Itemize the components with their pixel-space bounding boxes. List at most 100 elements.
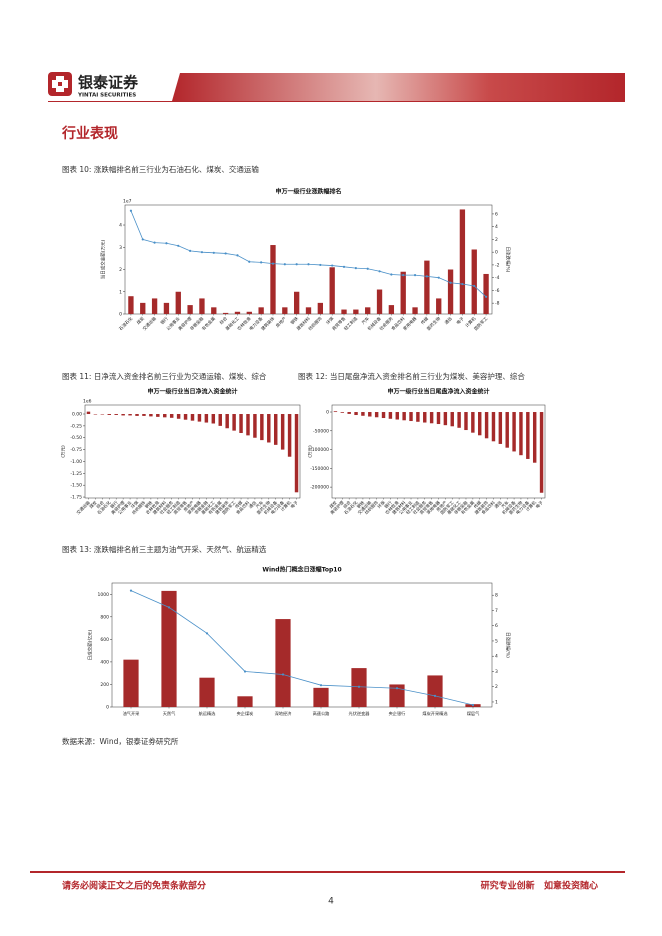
bar bbox=[436, 298, 442, 314]
y-tick-label: 400 bbox=[100, 659, 109, 665]
bar bbox=[199, 298, 205, 314]
bar bbox=[222, 312, 229, 314]
bar bbox=[483, 273, 489, 314]
section-title: 行业表现 bbox=[61, 125, 118, 142]
line-marker bbox=[295, 263, 298, 266]
bar bbox=[424, 260, 430, 314]
line-marker bbox=[390, 273, 393, 276]
x-tick-label: 综合 bbox=[95, 499, 106, 510]
line-marker bbox=[342, 265, 346, 268]
line-marker bbox=[319, 263, 322, 267]
bar bbox=[169, 414, 174, 418]
y-tick-label: 800 bbox=[100, 614, 109, 620]
x-tick-label: 天然气 bbox=[163, 710, 176, 717]
y2-tick-label: 4 bbox=[495, 654, 498, 660]
y-tick-label: -150000 bbox=[310, 466, 329, 472]
bar bbox=[526, 412, 530, 459]
bar bbox=[423, 412, 427, 423]
bar bbox=[114, 414, 118, 415]
line-marker bbox=[281, 673, 285, 676]
line-marker bbox=[224, 252, 227, 255]
chart-title: Wind热门概念日涨幅Top10 bbox=[262, 566, 341, 574]
bar bbox=[333, 411, 338, 413]
y2-tick-label: 4 bbox=[495, 224, 498, 230]
bar bbox=[211, 307, 217, 314]
bar bbox=[123, 659, 139, 707]
y2-tick-label: 0 bbox=[495, 250, 498, 256]
slogan: 研究专业创新 如意投资随心 bbox=[481, 880, 598, 892]
line-marker bbox=[473, 284, 476, 288]
x-tick-label: 航运精选 bbox=[199, 710, 217, 717]
bar bbox=[282, 307, 288, 314]
bar bbox=[204, 414, 209, 423]
bar bbox=[187, 305, 193, 314]
line-marker bbox=[307, 263, 310, 266]
bar bbox=[135, 414, 139, 416]
x-tick-label: 汽车 bbox=[254, 499, 265, 510]
plot-frame bbox=[111, 582, 493, 708]
bar bbox=[361, 412, 365, 416]
y2-axis-label: 日涨跌幅(%) bbox=[505, 632, 512, 658]
y-tick-label: 1000 bbox=[98, 592, 110, 598]
x-tick-label: 汽车 bbox=[360, 315, 371, 326]
x-tick-label: 传媒 bbox=[472, 499, 483, 510]
chart-title: 申万一级行业当日尾盘净流入资金统计 bbox=[387, 388, 489, 396]
line-marker bbox=[471, 703, 475, 707]
line-marker bbox=[425, 275, 428, 278]
line-marker bbox=[243, 670, 247, 673]
y-axis-label: (万元) bbox=[61, 445, 67, 458]
bar bbox=[505, 412, 509, 448]
line-marker bbox=[354, 267, 357, 270]
bar bbox=[498, 412, 503, 444]
bar bbox=[273, 414, 278, 445]
x-tick-label: 传媒 bbox=[233, 499, 244, 510]
y2-tick-label: 8 bbox=[495, 593, 498, 599]
bar bbox=[246, 311, 252, 314]
bar bbox=[86, 411, 91, 415]
x-tick-label: 电子 bbox=[534, 499, 544, 509]
line-marker bbox=[433, 694, 437, 697]
bar bbox=[211, 414, 216, 424]
x-tick-label: 深地经济 bbox=[275, 710, 293, 717]
y2-tick-label: -2 bbox=[495, 262, 500, 268]
line-marker bbox=[402, 274, 405, 277]
y2-tick-label: 6 bbox=[495, 623, 498, 629]
bar bbox=[368, 412, 372, 417]
x-tick-label: 银行 bbox=[159, 315, 170, 326]
x-tick-label: 环保 bbox=[376, 499, 387, 510]
x-tick-label: 环保 bbox=[324, 315, 335, 326]
bar bbox=[427, 675, 443, 707]
chart-title: 申万一级行业当日净流入资金统计 bbox=[147, 388, 237, 396]
bar bbox=[258, 307, 264, 314]
y-axis-label: 当日成交金额(万元) bbox=[100, 240, 107, 280]
y-tick-label: -1.00 bbox=[70, 459, 82, 465]
bar bbox=[199, 677, 215, 707]
bar bbox=[341, 309, 347, 314]
line-marker bbox=[236, 254, 239, 257]
bar bbox=[457, 412, 461, 428]
bar bbox=[443, 412, 448, 426]
y-tick-label: -1.25 bbox=[70, 471, 82, 477]
bar bbox=[429, 412, 434, 424]
bar bbox=[161, 590, 177, 707]
bar bbox=[412, 307, 418, 314]
line-marker bbox=[177, 244, 180, 247]
bar bbox=[275, 619, 291, 707]
x-tick-label: 电子 bbox=[289, 499, 299, 509]
y-tick-label: -0.75 bbox=[70, 447, 82, 453]
line-marker bbox=[283, 263, 286, 266]
bar bbox=[163, 302, 170, 314]
x-tick-label: 家用电器 bbox=[401, 315, 418, 332]
bar bbox=[484, 412, 489, 439]
y-axis-label: 日成交额(亿元) bbox=[87, 630, 94, 661]
x-tick-label: 高速公路 bbox=[313, 710, 331, 717]
bar bbox=[519, 412, 523, 456]
caption: 图表 10: 涨跌幅排名前三行业为石油石化、煤炭、交通运输 bbox=[62, 164, 259, 174]
x-tick-label: 光伏逆变器 bbox=[349, 710, 371, 717]
x-tick-label: 电子 bbox=[455, 315, 465, 325]
bar bbox=[267, 414, 271, 443]
bar bbox=[532, 412, 537, 463]
x-tick-label: 通信 bbox=[247, 499, 258, 510]
line-marker bbox=[165, 242, 168, 245]
disclaimer: 请务必阅读正文之后的免责条款部分 bbox=[62, 880, 206, 892]
